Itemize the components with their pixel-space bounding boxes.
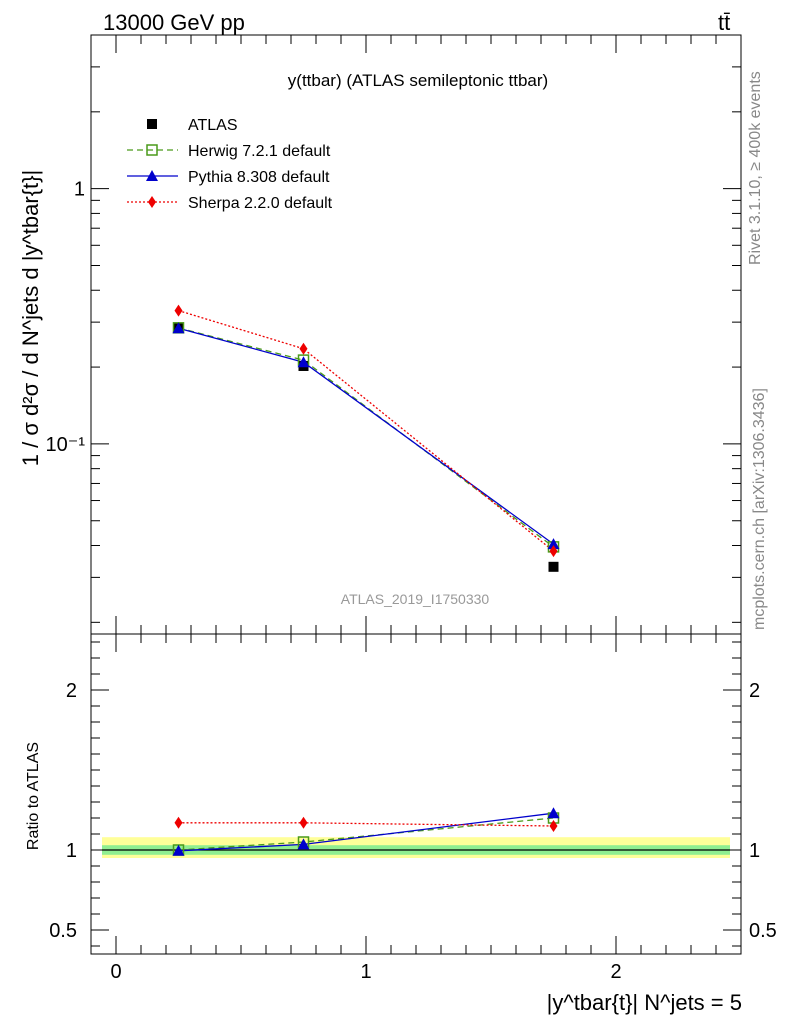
ratio-panel: 2 2 1 1 0.5 0.5 0 1 2 Ratio to ATLAS |y^tbar{t}|… (25, 633, 777, 1015)
ratio-point-1-2 (547, 807, 560, 819)
main-series-line-2 (178, 327, 554, 545)
ratio-y-tick-label-right: 1 (749, 840, 760, 862)
x-axis-label: |y^tbar{t}| N^jets = 5 (547, 990, 742, 1015)
x-tick-label: 0 (110, 961, 121, 983)
main-y-tick-label: 10⁻¹ (46, 434, 86, 456)
source-label: mcplots.cern.ch [arXiv:1306.3436] (751, 388, 768, 630)
x-tick-label: 2 (610, 961, 621, 983)
legend-label-3: Sherpa 2.2.0 default (188, 195, 333, 212)
ratio-y-tick-label: 2 (66, 680, 77, 702)
ratio-point-2-1 (299, 816, 308, 829)
x-tick-label: 1 (360, 961, 371, 983)
main-y-axis-label: 1 / σ d²σ / d N^jets d |y^tbar{t}| (18, 170, 43, 466)
ratio-y-tick-label-right: 2 (749, 680, 760, 702)
legend-marker-0 (147, 119, 157, 129)
main-series-markers (172, 304, 560, 572)
main-y-tick-label: 1 (74, 179, 85, 201)
ratio-y-tick-label-right: 0.5 (749, 920, 777, 942)
rivet-label: Rivet 3.1.10, ≥ 400k events (747, 71, 764, 265)
ratio-frame (90, 633, 742, 955)
ratio-point-2-0 (174, 816, 183, 829)
legend-marker-2 (146, 170, 158, 181)
main-point-3-0 (174, 304, 183, 317)
main-point-2-2 (547, 538, 560, 550)
analysis-watermark: ATLAS_2019_I1750330 (341, 591, 490, 607)
energy-label: 13000 GeV pp (103, 10, 245, 35)
ratio-uncertainty-bands (102, 837, 730, 858)
main-point-3-2 (549, 545, 558, 558)
legend-label-0: ATLAS (188, 117, 238, 134)
main-panel: 1 10⁻¹ y(ttbar) (ATLAS semileptonic ttbar… (18, 34, 742, 635)
chart-title: y(ttbar) (ATLAS semileptonic ttbar) (288, 71, 548, 90)
ratio-point-1-0 (172, 844, 185, 856)
legend-marker-1 (146, 144, 158, 156)
main-point-2-0 (172, 322, 185, 334)
legend-label-2: Pythia 8.308 default (188, 169, 330, 186)
main-series-line-1 (178, 327, 554, 548)
main-point-2-1 (297, 356, 310, 368)
main-axis-ticks: 1 10⁻¹ (46, 34, 742, 634)
ratio-series-line-2 (178, 822, 554, 827)
process-label: tt̄ (718, 10, 730, 35)
ratio-point-2-2 (549, 820, 558, 832)
main-point-0-2 (548, 561, 559, 572)
ratio-y-tick-label: 1 (66, 840, 77, 862)
ratio-axis-ticks: 2 2 1 1 0.5 0.5 0 1 2 (49, 634, 777, 983)
main-series-line-3 (178, 309, 554, 552)
legend-marker-3 (148, 196, 156, 208)
main-point-3-1 (299, 342, 308, 355)
ratio-y-tick-label: 0.5 (49, 920, 77, 942)
legend: ATLAS Herwig 7.2.1 default Pythia 8.308 de… (127, 117, 333, 212)
ratio-series-markers (172, 807, 560, 856)
ratio-y-axis-label: Ratio to ATLAS (25, 742, 42, 850)
legend-label-1: Herwig 7.2.1 default (188, 143, 331, 160)
ratio-point-1-1 (297, 838, 310, 850)
main-series-lines (178, 309, 554, 552)
